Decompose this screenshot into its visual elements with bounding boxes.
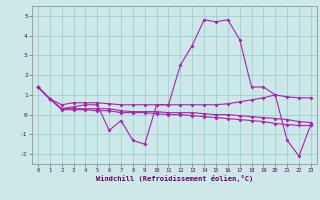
X-axis label: Windchill (Refroidissement éolien,°C): Windchill (Refroidissement éolien,°C) (96, 175, 253, 182)
